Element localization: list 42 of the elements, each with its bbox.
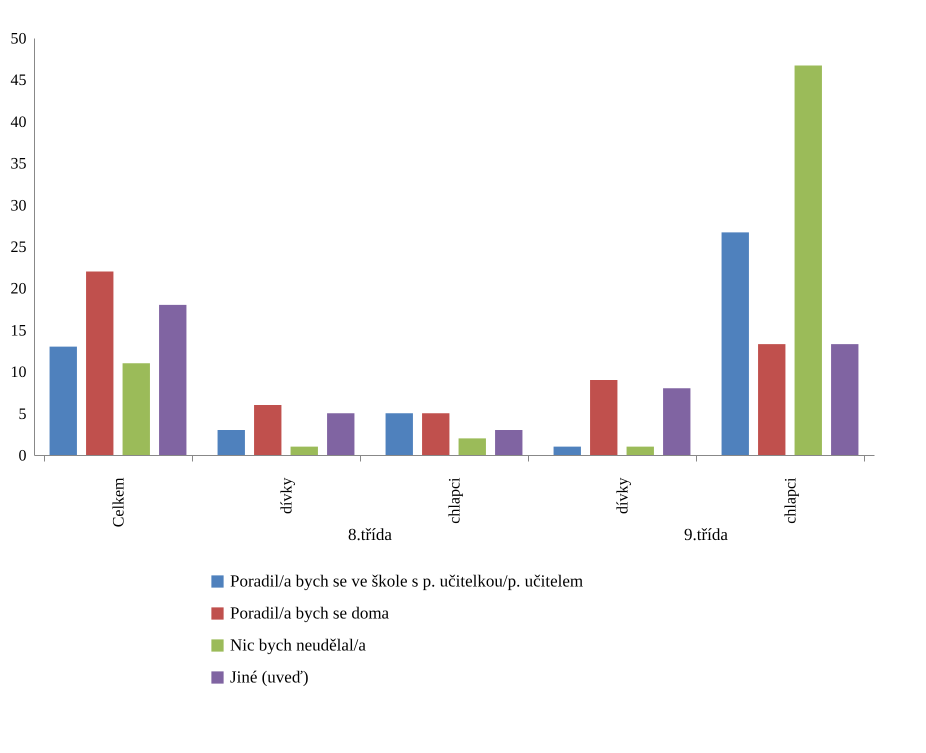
bar [159, 304, 186, 455]
x-tick-label: chlapci [782, 476, 800, 524]
legend-label: Poradil/a bych se doma [230, 604, 390, 622]
x-tick-label: dívky [278, 478, 296, 514]
x-tick-label: Celkem [110, 476, 128, 528]
bar [254, 404, 282, 455]
y-tick-label: 35 [10, 156, 26, 173]
bar [50, 346, 77, 455]
bar [122, 363, 150, 455]
bar [327, 413, 354, 455]
bar [422, 413, 450, 455]
y-tick-label: 25 [10, 239, 26, 256]
bar [554, 446, 581, 455]
bar [218, 430, 245, 455]
bar [722, 232, 749, 455]
bar [495, 430, 522, 455]
y-tick-label: 50 [10, 30, 26, 48]
legend-label: Jiné (uveď) [230, 668, 308, 686]
bar [831, 344, 858, 455]
legend-label: Poradil/a bych se ve škole s p. učitelkou/p. učitelem [230, 572, 584, 590]
text: 8.třída [348, 525, 392, 544]
bar [758, 344, 786, 455]
bar [458, 438, 486, 455]
y-tick-label: 30 [10, 197, 26, 214]
bar [86, 272, 114, 455]
y-tick-label: 45 [10, 72, 26, 90]
y-tick-label: 0 [18, 448, 26, 464]
x-tick-label: dívky [614, 478, 632, 514]
bar [590, 380, 618, 455]
text: 9.třída [684, 525, 728, 544]
y-tick-label: 40 [10, 114, 26, 131]
bar [663, 388, 690, 455]
bar [626, 446, 654, 455]
y-tick-label: 15 [10, 322, 26, 340]
legend-label: Nic bych neudělal/a [230, 636, 366, 654]
x-tick-label: chlapci [446, 476, 464, 524]
y-tick-label: 5 [18, 406, 26, 423]
y-tick-label: 10 [10, 364, 26, 382]
y-tick-label: 20 [10, 280, 26, 298]
bar [794, 66, 822, 455]
bar [290, 446, 318, 455]
bar [386, 413, 413, 455]
